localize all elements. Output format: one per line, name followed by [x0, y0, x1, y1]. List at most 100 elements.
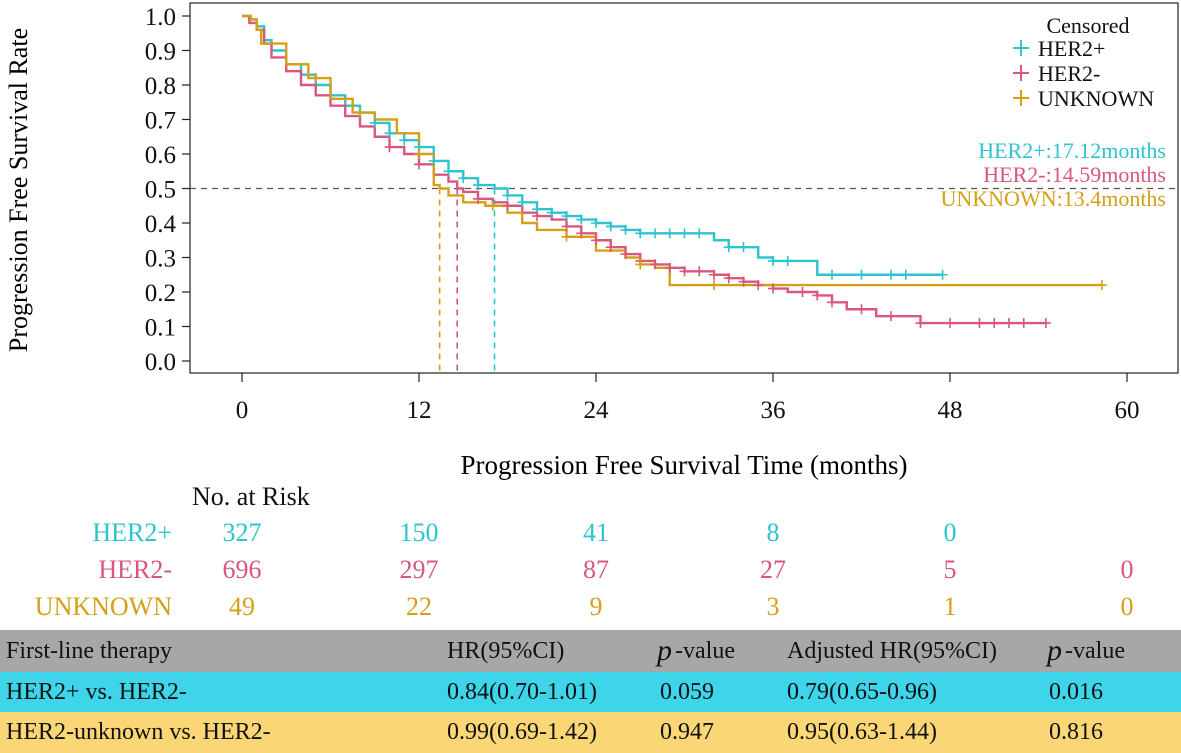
median-label: HER2-:14.59months [983, 162, 1166, 187]
censor-mark [738, 276, 749, 287]
risk-count: 0 [1120, 555, 1134, 584]
censor-mark [723, 242, 734, 253]
censor-mark [679, 228, 690, 239]
risk-count: 41 [583, 518, 609, 547]
censor-mark [310, 73, 321, 84]
censor-mark [797, 287, 808, 297]
y-tick-label: 0.4 [145, 211, 177, 238]
censor-mark [886, 269, 896, 280]
legend-censor-icon [1013, 65, 1029, 81]
censor-mark [635, 259, 646, 270]
row-adjusted-p: 0.016 [1049, 678, 1103, 705]
censor-mark [679, 266, 690, 277]
censor-mark [753, 280, 764, 291]
censor-mark [635, 228, 646, 239]
header-adjusted-hr: Adjusted HR(95%CI) [787, 637, 997, 664]
censor-mark [591, 218, 601, 228]
censor-mark [768, 283, 778, 294]
y-tick-label: 0.0 [145, 349, 176, 376]
row-p: 0.947 [660, 719, 714, 745]
risk-count: 87 [583, 555, 609, 584]
reference-lines [190, 187, 1178, 373]
header-therapy: First-line therapy [6, 637, 172, 664]
header-p-text: -value [675, 637, 735, 664]
risk-count: 8 [766, 518, 780, 547]
risk-count: 3 [766, 592, 780, 621]
censor-mark [989, 318, 1000, 329]
x-axis-label: Progression Free Survival Time (months) [460, 450, 907, 480]
censor-mark [664, 228, 675, 239]
km-chart: 0.0 0.1 0.2 0.3 0.4 0.5 0.6 0.7 0.8 0.9 1.0 0 12 24 3… [4, 2, 1179, 480]
x-axis: 0 12 24 36 48 60 [236, 373, 1140, 424]
y-tick-label: 0.3 [145, 246, 176, 273]
x-tick-label: 12 [407, 397, 432, 424]
legend-label: HER2- [1038, 61, 1100, 86]
censor-mark [664, 262, 675, 273]
x-tick-label: 48 [938, 397, 963, 424]
censor-mark [458, 173, 469, 184]
survival-curves [242, 14, 1102, 325]
censor-mark [768, 255, 778, 266]
censor-mark [399, 135, 410, 146]
row-adjusted-p: 0.816 [1049, 719, 1103, 745]
censor-mark [502, 190, 513, 201]
censor-mark [605, 242, 616, 253]
risk-count: 22 [406, 592, 432, 621]
censor-mark [561, 221, 572, 232]
legend-title: Censored [1046, 13, 1129, 38]
y-axis: 0.0 0.1 0.2 0.3 0.4 0.5 0.6 0.7 0.8 0.9 1.0 [145, 4, 190, 376]
y-tick-label: 0.7 [145, 108, 176, 135]
row-hr: 0.99(0.69-1.42) [447, 719, 597, 745]
risk-count: 27 [760, 555, 786, 584]
y-tick-label: 0.2 [145, 280, 176, 307]
hr-table-row: HER2+ vs. HER2- 0.84(0.70-1.01) 0.059 0.… [0, 672, 1181, 712]
censor-mark [576, 214, 587, 225]
row-comparison: HER2+ vs. HER2- [6, 678, 187, 705]
y-tick-label: 0.8 [145, 73, 176, 100]
y-axis-label: Progression Free Survival Rate [4, 28, 33, 352]
censor-mark [1040, 318, 1051, 329]
censor-marks [310, 73, 1107, 329]
censor-mark [473, 193, 483, 204]
censor-mark [369, 117, 380, 128]
median-labels: HER2+:17.12monthsHER2-:14.59monthsUNKNOW… [941, 138, 1167, 211]
header-adjusted-p-value: p -value [1047, 630, 1125, 672]
risk-count: 150 [399, 518, 439, 547]
legend-censor-icon [1013, 40, 1029, 56]
censor-mark [1018, 318, 1029, 329]
censor-mark [517, 197, 528, 208]
censor-mark [620, 224, 631, 235]
risk-count: 1 [943, 592, 957, 621]
risk-count: 297 [399, 555, 439, 584]
hazard-ratio-table: First-line therapy HR(95%CI) p -value Adj… [0, 630, 1181, 753]
censor-mark [694, 266, 705, 277]
censor-mark [576, 228, 587, 239]
censor-mark [886, 311, 896, 322]
censor-mark [532, 211, 542, 222]
censor-mark [1004, 318, 1014, 329]
median-label: HER2+:17.12months [978, 138, 1166, 163]
x-tick-label: 24 [584, 397, 610, 424]
risk-table-title: No. at Risk [192, 482, 310, 511]
km-curve [242, 14, 1046, 325]
censor-mark [546, 207, 557, 218]
censor-mark [443, 166, 454, 177]
row-p: 0.059 [660, 678, 714, 705]
censor-mark [384, 142, 395, 153]
censor-mark [650, 259, 660, 270]
censor-mark [414, 149, 424, 159]
row-adjusted-hr: 0.95(0.63-1.44) [787, 719, 937, 745]
risk-count: 0 [943, 518, 957, 547]
censor-mark [694, 228, 705, 239]
censor-mark [428, 155, 439, 166]
censor-mark [473, 180, 483, 191]
censor-mark [502, 200, 513, 211]
header-p-value: p -value [657, 630, 735, 672]
censor-mark [738, 242, 749, 253]
y-tick-label: 1.0 [145, 4, 176, 31]
censor-mark [1096, 280, 1107, 291]
header-p2-text: -value [1065, 637, 1125, 664]
risk-count: 5 [943, 555, 957, 584]
risk-count: 0 [1120, 592, 1134, 621]
